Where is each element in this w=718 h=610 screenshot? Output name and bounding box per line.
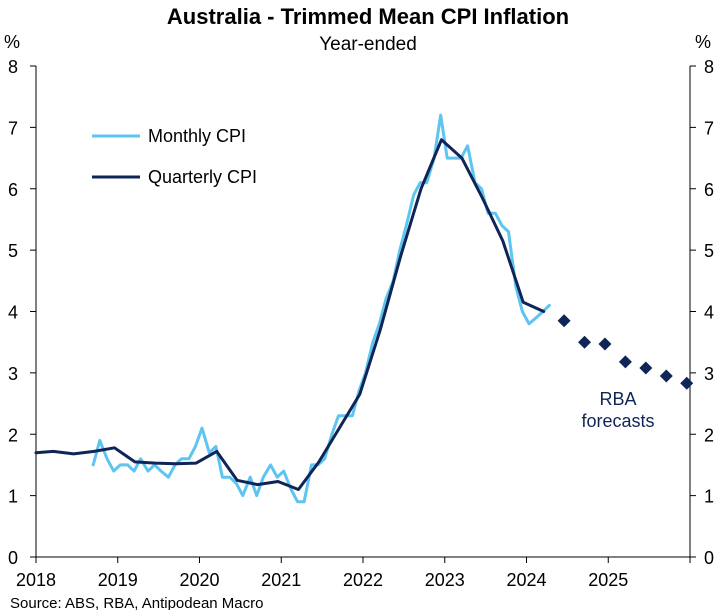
x-tick-label: 2021 xyxy=(261,570,301,590)
y-tick-label-right: 4 xyxy=(704,303,714,323)
y-axis-unit-right: % xyxy=(695,32,711,52)
x-tick-label: 2023 xyxy=(425,570,465,590)
plot-area xyxy=(34,113,694,504)
y-tick-label-left: 7 xyxy=(8,118,18,138)
y-tick-label-left: 6 xyxy=(8,180,18,200)
legend-label-monthly-cpi: Monthly CPI xyxy=(148,126,246,146)
annotation-line-2: forecasts xyxy=(581,411,654,431)
x-tick-label: 2019 xyxy=(98,570,138,590)
series-line-quarterly-cpi xyxy=(34,138,546,491)
y-tick-label-right: 8 xyxy=(704,57,714,77)
y-tick-label-right: 0 xyxy=(704,548,714,568)
x-tick-label: 2022 xyxy=(343,570,383,590)
y-tick-label-left: 8 xyxy=(8,57,18,77)
y-tick-label-left: 3 xyxy=(8,364,18,384)
x-tick-label: 2024 xyxy=(506,570,546,590)
x-tick-label: 2018 xyxy=(16,570,56,590)
y-tick-label-left: 1 xyxy=(8,487,18,507)
legend-label-quarterly-cpi: Quarterly CPI xyxy=(148,167,257,187)
x-axis: 2018 2019 2020 2021 2022 2023 2024 2025 xyxy=(16,557,691,590)
y-tick-label-right: 3 xyxy=(704,364,714,384)
forecast-marker xyxy=(680,376,694,390)
y-tick-label-left: 2 xyxy=(8,425,18,445)
forecast-annotation: RBA forecasts xyxy=(581,389,654,431)
x-tick-label: 2020 xyxy=(179,570,219,590)
y-tick-label-right: 6 xyxy=(704,180,714,200)
y-tick-label-right: 7 xyxy=(704,118,714,138)
forecast-marker xyxy=(618,355,632,369)
forecast-marker xyxy=(598,337,612,351)
axes xyxy=(35,66,691,558)
source-note: Source: ABS, RBA, Antipodean Macro xyxy=(10,595,263,610)
legend: Monthly CPI Quarterly CPI xyxy=(92,126,257,187)
y-tick-label-right: 2 xyxy=(704,425,714,445)
forecast-marker xyxy=(639,361,653,375)
y-axis-unit-left: % xyxy=(4,32,20,52)
y-axis-left: 0 1 2 3 4 5 6 7 8 xyxy=(8,57,36,568)
y-tick-label-left: 5 xyxy=(8,241,18,261)
y-axis-right: 0 1 2 3 4 5 6 7 8 xyxy=(690,57,714,568)
y-tick-label-left: 4 xyxy=(8,303,18,323)
forecast-marker xyxy=(557,314,571,328)
y-tick-label-left: 0 xyxy=(8,548,18,568)
y-tick-label-right: 1 xyxy=(704,487,714,507)
y-tick-label-right: 5 xyxy=(704,241,714,261)
chart-title: Australia - Trimmed Mean CPI Inflation xyxy=(167,4,569,29)
x-tick-label: 2025 xyxy=(588,570,628,590)
series-line-monthly-cpi xyxy=(91,113,551,504)
forecast-marker xyxy=(578,335,592,349)
forecast-marker xyxy=(659,369,673,383)
chart-subtitle: Year-ended xyxy=(319,34,417,55)
annotation-line-1: RBA xyxy=(599,389,636,409)
